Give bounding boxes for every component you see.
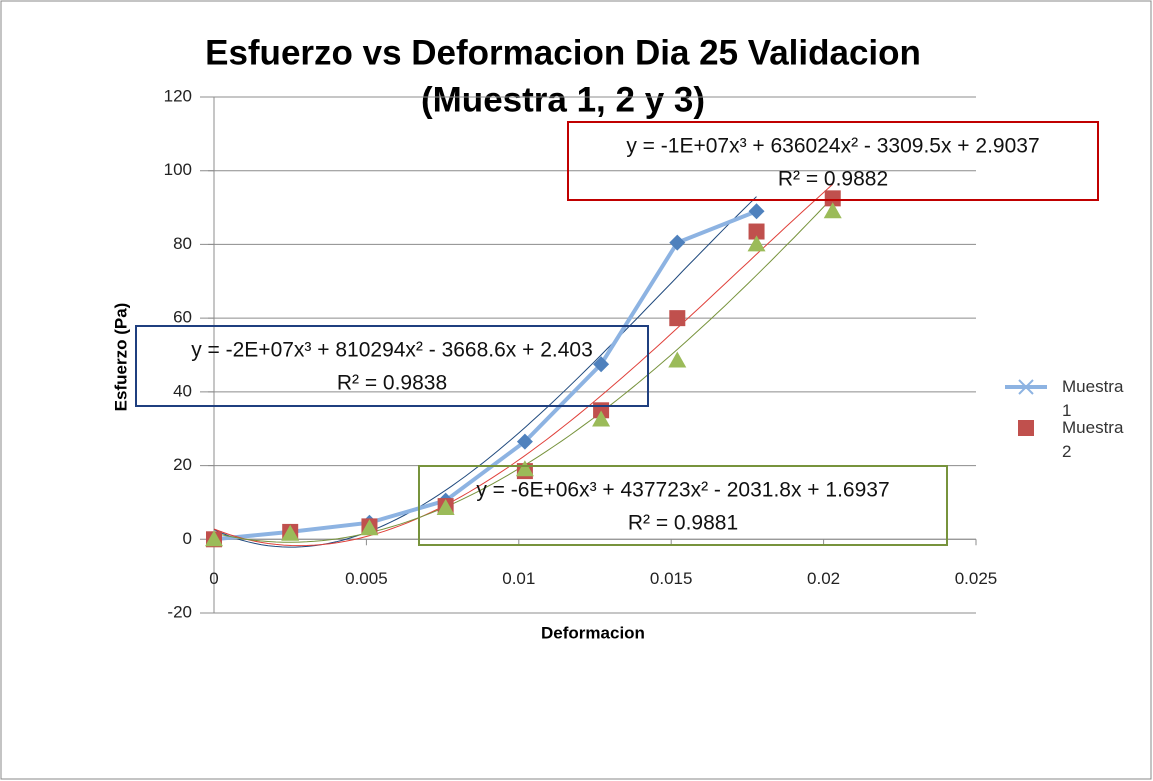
trendline-equation: y = -1E+07x³ + 636024x² - 3309.5x + 2.90… <box>626 135 1039 158</box>
x-tick-label: 0.01 <box>502 569 535 588</box>
legend-symbol <box>1018 420 1034 436</box>
legend-label: Muestra 1 <box>1062 377 1124 420</box>
marker <box>592 410 611 427</box>
series-line <box>213 209 758 542</box>
marker <box>669 234 686 251</box>
marker <box>748 203 765 220</box>
marker <box>436 498 455 515</box>
legend-label: Muestra 2 <box>1062 418 1124 461</box>
y-tick-label: -20 <box>167 602 192 621</box>
marker <box>669 310 686 327</box>
trendline <box>213 183 834 547</box>
marker <box>205 530 223 547</box>
y-tick-label: 80 <box>173 234 192 253</box>
x-axis-title: Deformacion <box>541 623 645 642</box>
y-tick-label: 0 <box>183 529 192 548</box>
marker <box>748 223 765 240</box>
trendline-equation: y = -2E+07x³ + 810294x² - 3668.6x + 2.40… <box>191 339 593 362</box>
y-axis-title: Esfuerzo (Pa) <box>111 303 130 412</box>
marker <box>824 190 841 207</box>
trendline-label-box <box>418 465 948 546</box>
trendline-r-squared: R² = 0.9838 <box>337 372 447 395</box>
marker <box>747 235 766 252</box>
trendline <box>213 196 757 548</box>
y-tick-label: 120 <box>164 86 192 105</box>
marker <box>360 519 379 536</box>
x-tick-label: 0.02 <box>807 569 840 588</box>
x-tick-label: 0.015 <box>650 569 693 588</box>
y-tick-label: 100 <box>164 160 192 179</box>
x-tick-label: 0 <box>209 569 218 588</box>
marker <box>516 433 533 450</box>
x-tick-label: 0.005 <box>345 569 388 588</box>
x-tick-label: 0.025 <box>955 569 998 588</box>
chart-title: Esfuerzo vs Deformacion Dia 25 Validacio… <box>205 33 921 72</box>
marker <box>668 351 687 368</box>
trendline-r-squared: R² = 0.9881 <box>628 512 738 535</box>
marker <box>281 524 300 541</box>
trendline-label-box <box>567 121 1099 201</box>
y-tick-label: 20 <box>173 455 192 474</box>
legend-symbol <box>1018 379 1034 395</box>
trendline-label-box <box>135 325 649 407</box>
y-tick-label: 60 <box>173 308 192 327</box>
trendline-equation: y = -6E+06x³ + 437723x² - 2031.8x + 1.69… <box>476 479 889 502</box>
marker <box>823 202 842 219</box>
trendline-r-squared: R² = 0.9882 <box>778 168 888 191</box>
y-tick-label: 40 <box>173 381 192 400</box>
marker <box>515 460 534 477</box>
chart-subtitle: (Muestra 1, 2 y 3) <box>421 80 705 119</box>
marker <box>593 356 610 373</box>
